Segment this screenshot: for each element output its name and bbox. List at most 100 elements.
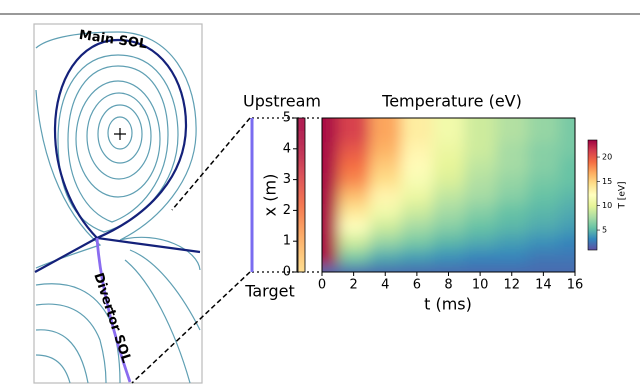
heatmap-cell <box>337 156 371 173</box>
heatmap-cell <box>432 202 466 220</box>
heatmap-cell <box>464 141 497 158</box>
colorbar-label: T [eV] <box>618 181 628 209</box>
heatmap-cell <box>527 218 561 235</box>
heatmap-cell <box>401 248 434 266</box>
y-axis-label: x (m) <box>261 174 280 217</box>
heatmap-cell <box>464 264 497 272</box>
heatmap-cell <box>432 218 466 235</box>
heatmap-area <box>322 118 575 272</box>
x-tick-label: 4 <box>381 278 389 293</box>
heatmap-cell <box>432 233 466 250</box>
heatmap-cell <box>322 264 339 272</box>
heatmap-cell <box>432 187 466 204</box>
heatmap-cell <box>495 187 529 204</box>
heatmap-cell <box>432 118 466 127</box>
heatmap-cell <box>527 125 561 143</box>
heatmap-cell <box>495 125 529 143</box>
heatmap-cell <box>322 118 339 127</box>
heatmap-cell <box>495 264 529 272</box>
heatmap-cell <box>527 264 561 272</box>
heatmap-cell <box>495 171 529 189</box>
x-tick-label: 2 <box>349 278 357 293</box>
heatmap-cell <box>495 118 529 127</box>
heatmap-cell <box>401 233 434 250</box>
x-tick-label: 16 <box>567 278 584 293</box>
heatmap-cell <box>559 187 575 204</box>
heatmap-cell <box>432 156 466 173</box>
y-tick-label: 4 <box>283 141 291 156</box>
heatmap-cell <box>559 125 575 143</box>
heatmap-cell <box>369 202 403 220</box>
heatmap-cell <box>337 248 371 266</box>
heatmap-cell <box>464 171 497 189</box>
y-tick-label: 3 <box>283 172 291 187</box>
heatmap-cell <box>464 187 497 204</box>
chart-title: Temperature (eV) <box>381 92 522 111</box>
y-tick-label: 1 <box>283 234 291 249</box>
heatmap-cell <box>559 141 575 158</box>
x-tick-label: 6 <box>413 278 421 293</box>
heatmap-cell <box>337 141 371 158</box>
y-tick-label: 2 <box>283 203 291 218</box>
heatmap-cell <box>322 233 339 250</box>
heatmap-cell <box>495 218 529 235</box>
heatmap-cell <box>322 202 339 220</box>
colorbar <box>587 139 598 251</box>
heatmap-cell <box>527 118 561 127</box>
heatmap-cell <box>401 218 434 235</box>
heatmap-cell <box>527 202 561 220</box>
heatmap-cell <box>322 187 339 204</box>
heatmap-cell <box>559 118 575 127</box>
heatmap-cell <box>559 218 575 235</box>
heatmap-cell <box>369 218 403 235</box>
heatmap-cell <box>432 248 466 266</box>
heatmap-cell <box>432 141 466 158</box>
strip-frame <box>297 117 306 273</box>
heatmap-cell <box>559 248 575 266</box>
heatmap-cell <box>495 202 529 220</box>
target-label: Target <box>244 282 295 301</box>
heatmap-cell <box>559 156 575 173</box>
heatmap-cell <box>337 218 371 235</box>
heatmap-cell <box>401 125 434 143</box>
heatmap-cell <box>369 264 403 272</box>
heatmap-cell <box>464 218 497 235</box>
heatmap-cell <box>369 187 403 204</box>
colorbar-tick-label: 20 <box>602 153 612 162</box>
heatmap-cell <box>401 264 434 272</box>
heatmap-cell <box>322 248 339 266</box>
heatmap-cell <box>464 202 497 220</box>
heatmap-cell <box>322 218 339 235</box>
heatmap-cells <box>322 118 575 272</box>
heatmap-cell <box>337 171 371 189</box>
heatmap-cell <box>369 125 403 143</box>
heatmap-cell <box>464 125 497 143</box>
heatmap-cell <box>432 171 466 189</box>
y-tick-label: 0 <box>283 265 291 280</box>
flux-diagram: Main SOL Divertor SOL <box>33 23 203 384</box>
connectors <box>131 117 322 384</box>
heatmap-cell <box>527 156 561 173</box>
heatmap-cell <box>527 171 561 189</box>
heatmap-cell <box>495 248 529 266</box>
heatmap-cell <box>527 141 561 158</box>
heatmap-cell <box>559 233 575 250</box>
heatmap-cell <box>337 118 371 127</box>
colorbar-tick-label: 15 <box>602 177 612 186</box>
heatmap-cell <box>464 233 497 250</box>
heatmap-cell <box>559 202 575 220</box>
heatmap-cell <box>401 156 434 173</box>
heatmap-cell <box>401 118 434 127</box>
heatmap-cell <box>527 233 561 250</box>
heatmap-cell <box>432 264 466 272</box>
heatmap-cell <box>322 171 339 189</box>
x-axis-label: t (ms) <box>424 295 472 314</box>
heatmap-cell <box>322 141 339 158</box>
heatmap-cell <box>337 202 371 220</box>
heatmap-cell <box>369 141 403 158</box>
heatmap-cell <box>369 171 403 189</box>
heatmap-cell <box>401 202 434 220</box>
x-tick-label: 8 <box>444 278 452 293</box>
heatmap-cell <box>369 118 403 127</box>
